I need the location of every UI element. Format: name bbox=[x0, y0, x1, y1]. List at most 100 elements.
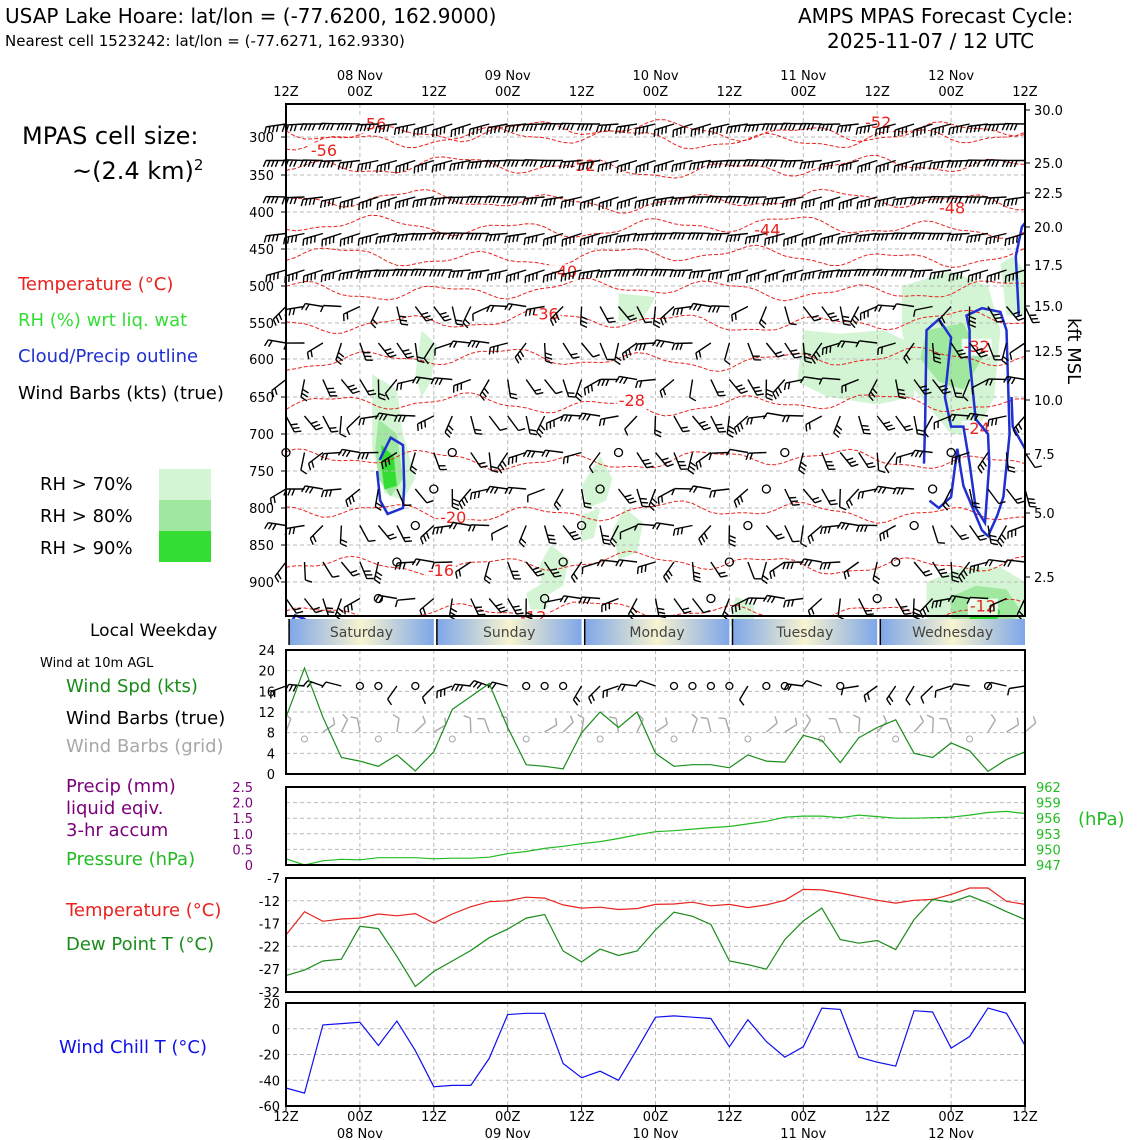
temperature-label: -48 bbox=[939, 198, 965, 217]
wind-barb bbox=[340, 561, 360, 577]
wind-barb bbox=[764, 232, 785, 246]
rh-area bbox=[581, 456, 613, 508]
wind-barb bbox=[504, 303, 527, 311]
wind-barb bbox=[578, 596, 601, 605]
wind-barb bbox=[958, 561, 971, 583]
wind-barb bbox=[545, 415, 564, 431]
wind-barb bbox=[522, 449, 545, 458]
wind-barb bbox=[560, 196, 582, 209]
wind-barb bbox=[377, 342, 397, 358]
wind-barb bbox=[431, 561, 453, 570]
wind-barb bbox=[688, 269, 711, 279]
wind-barb bbox=[923, 415, 934, 438]
wind-barb bbox=[710, 379, 726, 397]
wind-barb bbox=[1002, 196, 1026, 207]
wind-barb bbox=[359, 342, 373, 361]
grid-wind-barb bbox=[926, 714, 934, 733]
wind-barb bbox=[913, 415, 925, 436]
wind-barb bbox=[950, 525, 970, 541]
surface-wind-barb bbox=[886, 685, 897, 706]
wind-barb bbox=[660, 305, 675, 326]
wind-barb bbox=[394, 597, 416, 608]
wind-barb bbox=[671, 159, 693, 173]
wind-barb bbox=[450, 123, 472, 138]
wind-barb bbox=[764, 269, 786, 284]
wind-barb bbox=[355, 269, 379, 279]
wind-barb bbox=[933, 415, 952, 430]
pressure-tick-label: 350 bbox=[249, 169, 274, 184]
calm-wind-circle bbox=[540, 681, 549, 691]
wind-barb bbox=[761, 123, 785, 131]
kft-tick-label: 17.5 bbox=[1034, 259, 1063, 274]
top-hour-label: 00Z bbox=[643, 85, 669, 100]
grid-wind-barb bbox=[802, 714, 812, 733]
cloud-outline bbox=[922, 306, 1011, 539]
wind-barb bbox=[541, 196, 564, 208]
wind-barb bbox=[444, 415, 454, 438]
wind-barb bbox=[432, 123, 453, 138]
wind-barb bbox=[543, 342, 553, 364]
wind-barb bbox=[346, 415, 361, 436]
wind-barb bbox=[962, 379, 971, 402]
wind-barb bbox=[617, 488, 637, 504]
wind-barb bbox=[733, 415, 749, 435]
wind-barb bbox=[857, 488, 878, 500]
wind-barb bbox=[695, 451, 712, 470]
legend-temperature: Temperature (°C) bbox=[18, 274, 174, 295]
wind-barb bbox=[932, 379, 951, 395]
wind-barb bbox=[303, 415, 323, 431]
wind-barb bbox=[472, 305, 490, 321]
wind-barb bbox=[558, 159, 582, 169]
wind-barb bbox=[539, 159, 564, 168]
wind-barb bbox=[502, 196, 527, 204]
wind-barb bbox=[1024, 488, 1037, 508]
wind-barb bbox=[467, 339, 490, 349]
cloud-outline bbox=[375, 435, 406, 516]
pressure-tick-label: 953 bbox=[1036, 828, 1061, 843]
wind-barb bbox=[281, 196, 305, 205]
grid-wind-barb bbox=[577, 714, 585, 733]
wind-barb bbox=[448, 521, 471, 530]
wind-barb bbox=[525, 561, 545, 577]
top-date-label: 10 Nov bbox=[632, 69, 678, 84]
wind-barb bbox=[356, 159, 379, 172]
wind-barb bbox=[821, 488, 838, 506]
wind-barb bbox=[996, 525, 1008, 547]
wind-barb bbox=[663, 561, 675, 583]
wind-barb bbox=[765, 379, 773, 401]
legend-rh: RH (%) wrt liq. wat bbox=[18, 310, 188, 331]
calm-wind-circle bbox=[558, 681, 568, 691]
wind-barb bbox=[946, 159, 970, 169]
wind-barb bbox=[414, 342, 425, 364]
wind-barb bbox=[359, 561, 374, 580]
wind-barb bbox=[391, 268, 416, 277]
wind-barb bbox=[874, 196, 896, 209]
wind-barb bbox=[927, 232, 952, 241]
windchill-tick-label: 20 bbox=[263, 997, 280, 1012]
pressure-tick-label: 950 bbox=[1036, 843, 1061, 858]
wind-barb bbox=[339, 415, 347, 438]
wind-barb bbox=[910, 449, 933, 458]
wind-barb bbox=[309, 525, 324, 545]
wind-barb bbox=[634, 342, 656, 351]
temperature-label-bg bbox=[438, 509, 469, 527]
wind-barb bbox=[392, 232, 416, 243]
surface-wind-barb bbox=[783, 683, 804, 691]
wind-barb bbox=[968, 306, 977, 328]
precip-tick-label: 0 bbox=[245, 859, 253, 874]
surface-wind-barb bbox=[270, 685, 287, 699]
weekday-label: Sunday bbox=[483, 625, 535, 641]
wind-barb bbox=[985, 232, 1007, 246]
wind10m-label: Wind at 10m AGL bbox=[40, 656, 154, 671]
temperature-label-bg bbox=[616, 392, 647, 410]
wind-barb bbox=[819, 524, 841, 535]
legend-rh80: RH > 80% bbox=[40, 506, 133, 527]
wind-barb bbox=[574, 379, 583, 402]
wind-barb bbox=[491, 524, 509, 541]
windchill-line bbox=[285, 1007, 1026, 1094]
wind-barb bbox=[968, 488, 981, 509]
grid-wind-barb bbox=[636, 713, 644, 733]
grid-wind-barb bbox=[876, 715, 888, 733]
wind-barb bbox=[597, 159, 619, 173]
wind-barb bbox=[617, 306, 637, 321]
